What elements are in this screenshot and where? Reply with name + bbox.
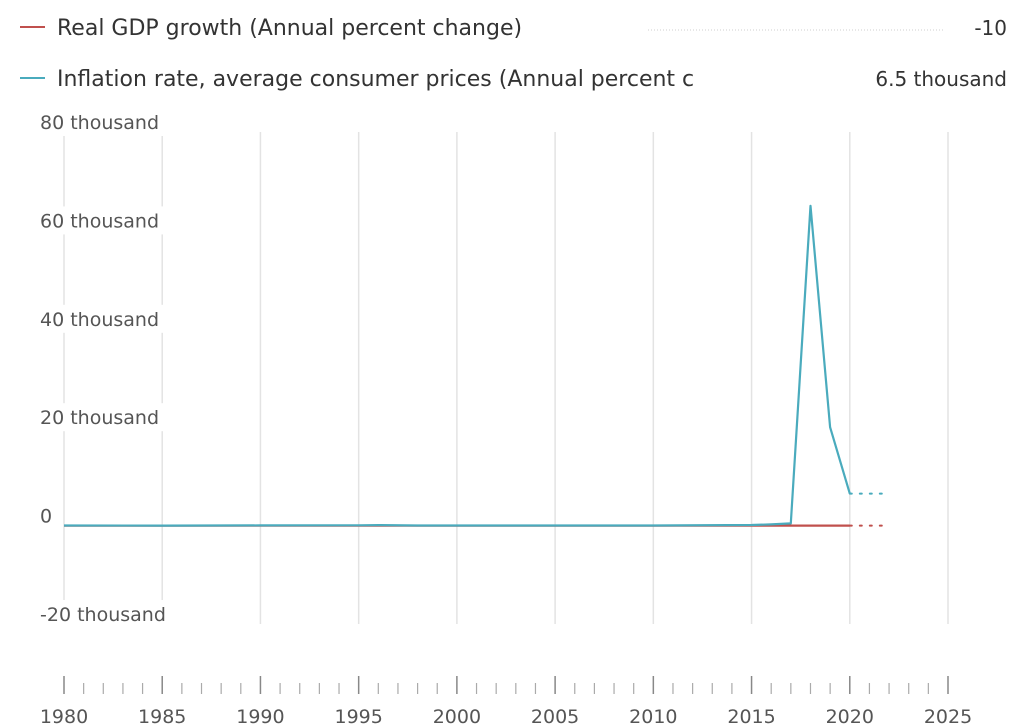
xtick-label-2010: 2010 [629,706,677,725]
ytick-bg--20000 [36,600,181,628]
xtick-label-2000: 2000 [433,706,481,725]
legend-item-gdp[interactable]: Real GDP growth (Annual percent change) … [20,16,1007,41]
xtick-label-2015: 2015 [727,706,775,725]
ytick-label-40000: 40 thousand [40,309,159,331]
y-axis: 80 thousand 60 thousand 40 thousand 20 thou… [36,108,181,628]
ytick-label-80000: 80 thousand [40,112,159,134]
xtick-label-1995: 1995 [334,706,382,725]
grid [63,132,949,624]
x-axis: 1980 1985 1990 1995 2000 2005 2010 2015 2020 2025 [40,676,972,725]
ytick-bg-0 [36,501,58,530]
xtick-label-1990: 1990 [236,706,284,725]
ytick-label-0: 0 [40,506,52,528]
legend-item-inflation[interactable]: Inflation rate, average consumer prices … [20,67,1007,92]
ytick-label--20000: -20 thousand [40,604,166,626]
xtick-label-1985: 1985 [138,706,186,725]
plot-area [63,204,891,527]
legend-value-gdp: -10 [974,16,1007,40]
ytick-bg-20000 [36,403,170,432]
xtick-label-1980: 1980 [40,706,88,725]
ytick-bg-80000 [36,108,170,136]
legend-value-inflation: 6.5 thousand [875,67,1007,91]
xtick-label-2020: 2020 [826,706,874,725]
legend-label-inflation: Inflation rate, average consumer prices … [57,67,694,92]
legend: Real GDP growth (Annual percent change) … [20,16,1007,92]
series-line-1 [63,204,851,527]
legend-label-gdp: Real GDP growth (Annual percent change) [57,16,522,41]
ytick-label-60000: 60 thousand [40,210,159,232]
ytick-label-20000: 20 thousand [40,407,159,429]
ytick-bg-40000 [36,304,170,333]
ytick-bg-60000 [36,206,170,235]
xtick-label-2025: 2025 [924,706,972,725]
xtick-label-2005: 2005 [531,706,579,725]
